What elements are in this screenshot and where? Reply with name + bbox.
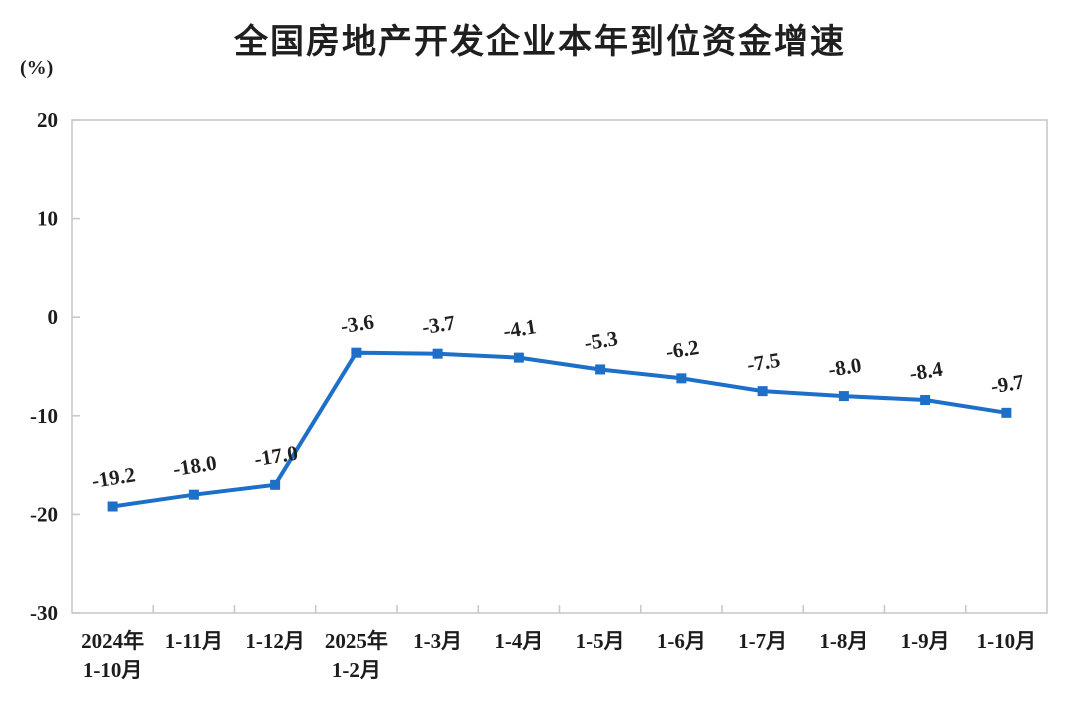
- data-point-label: -17.0: [253, 441, 300, 472]
- y-tick-label: -30: [30, 601, 58, 625]
- line-series: [110, 350, 1009, 509]
- data-point-marker: [513, 352, 524, 363]
- x-tick-label: 1-12月: [245, 629, 305, 653]
- data-point-label: -6.2: [664, 335, 701, 364]
- data-point-label: -5.3: [583, 326, 620, 355]
- data-point-marker: [107, 501, 118, 512]
- data-point-marker: [432, 348, 443, 359]
- data-point-label: -8.4: [908, 357, 945, 386]
- x-tick-label: 1-8月: [819, 629, 868, 653]
- data-point-label: -4.1: [501, 314, 538, 343]
- data-point-label: -19.2: [90, 462, 137, 493]
- data-point-marker: [270, 479, 281, 490]
- chart-title: 全国房地产开发企业本年到位资金增速: [234, 23, 846, 61]
- data-point-label: -3.7: [420, 310, 457, 339]
- x-tick-label: 1-9月: [901, 629, 950, 653]
- data-point-label: -18.0: [171, 450, 218, 481]
- data-point-marker: [757, 386, 768, 397]
- x-tick-label: 1-6月: [657, 629, 706, 653]
- data-point-marker: [351, 347, 362, 358]
- data-point-label: -3.6: [339, 309, 376, 338]
- x-tick-label: 1-11月: [165, 629, 223, 653]
- data-point-marker: [188, 489, 199, 500]
- y-tick-label: -20: [30, 502, 58, 526]
- data-point-marker: [595, 364, 606, 375]
- x-tick-label: 1-3月: [413, 629, 462, 653]
- data-point-marker: [920, 395, 931, 406]
- x-tick-label: 2025年 1-2月: [325, 629, 388, 682]
- y-tick-label: 10: [37, 207, 58, 231]
- data-point-label: -7.5: [745, 348, 782, 377]
- plot-area-border: [71, 119, 1048, 614]
- data-point-marker: [1001, 407, 1012, 418]
- data-point-label: -8.0: [826, 353, 863, 382]
- x-tick-label: 1-5月: [576, 629, 625, 653]
- x-tick-label: 1-4月: [494, 629, 543, 653]
- data-point-marker: [676, 373, 687, 384]
- y-tick-label: -10: [30, 404, 58, 428]
- x-tick-label: 1-7月: [738, 629, 787, 653]
- x-tick-label: 2024年 1-10月: [81, 629, 144, 682]
- x-tick-label: 1-10月: [977, 629, 1037, 653]
- y-tick-label: 0: [48, 305, 59, 329]
- y-tick-label: 20: [37, 108, 58, 132]
- y-axis-unit-label: (%): [20, 57, 54, 79]
- data-point-marker: [838, 391, 849, 402]
- data-point-label: -9.7: [989, 369, 1026, 398]
